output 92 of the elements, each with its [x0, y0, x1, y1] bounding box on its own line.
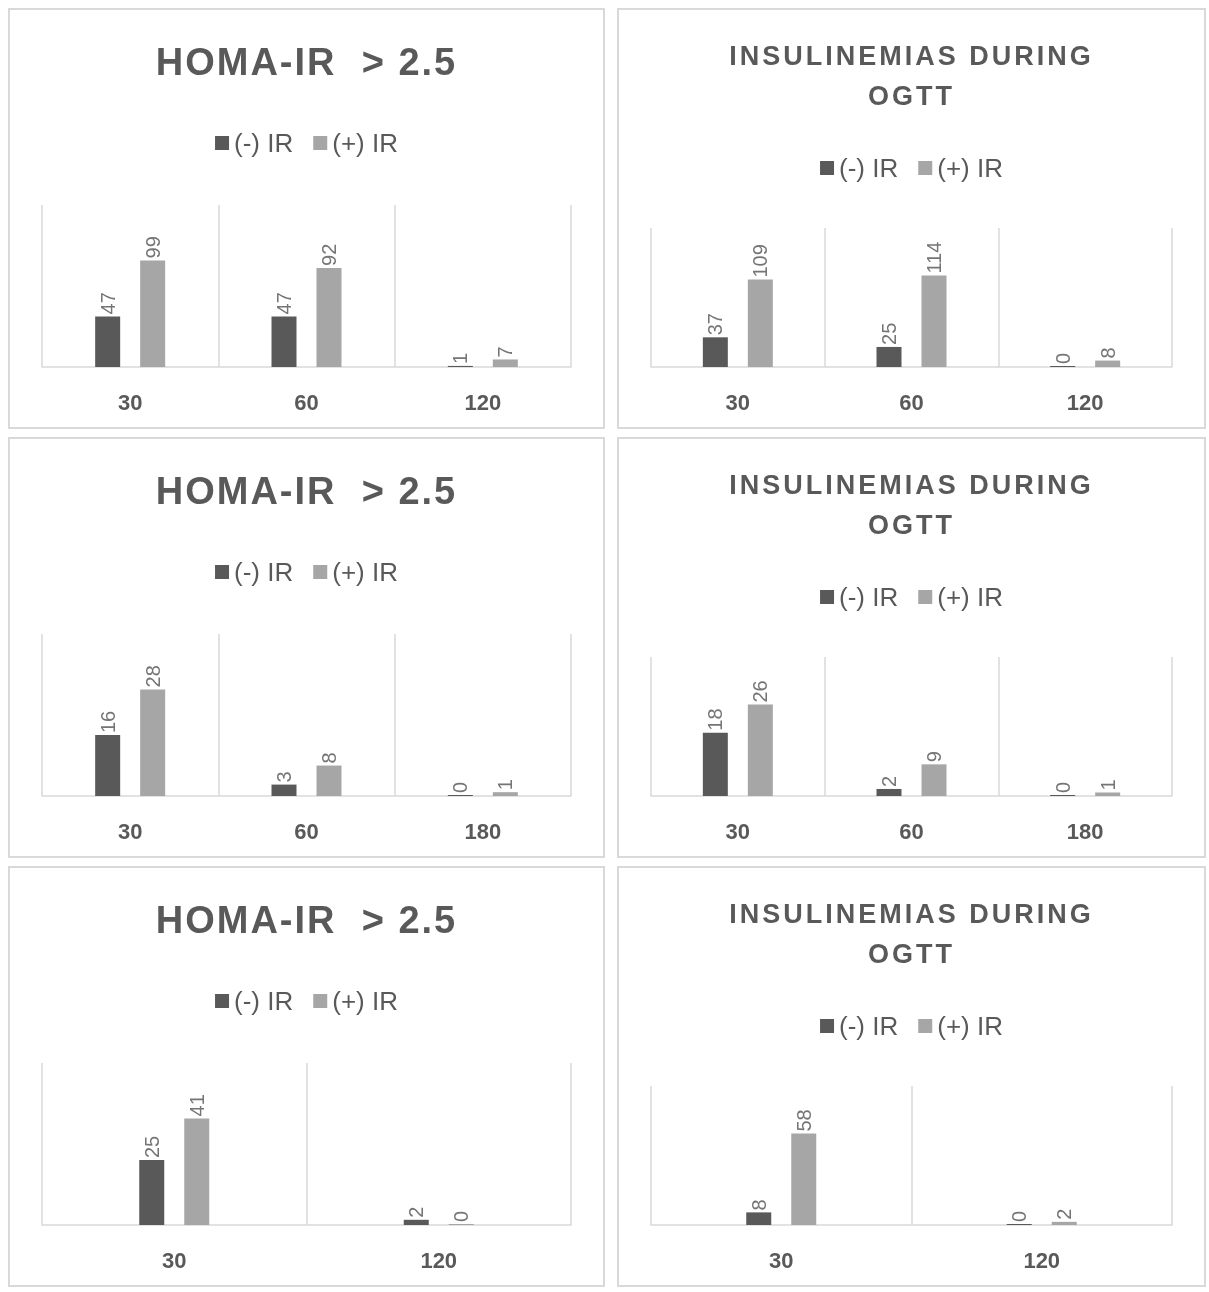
- data-label: 7: [494, 346, 517, 358]
- chart-title: INSULINEMIAS DURING OGTT: [728, 898, 1095, 971]
- data-label: 28: [141, 665, 164, 688]
- bar: [1095, 792, 1121, 796]
- bar: [140, 260, 166, 367]
- bar: [702, 337, 728, 367]
- chart-title: INSULINEMIAS DURING OGTT: [728, 469, 1095, 542]
- data-label: 47: [96, 292, 119, 315]
- data-label: 0: [1008, 1210, 1031, 1222]
- legend-label: (-) IR: [839, 153, 899, 183]
- bar: [271, 784, 297, 796]
- bar: [492, 792, 518, 796]
- x-tick-label: 120: [1066, 389, 1104, 415]
- legend-label: (+) IR: [332, 557, 398, 587]
- data-label: 58: [792, 1109, 815, 1132]
- x-tick-label: 60: [294, 818, 319, 844]
- x-tick-label: 120: [420, 1247, 458, 1273]
- legend-label: (+) IR: [332, 986, 398, 1016]
- legend-label: (-) IR: [234, 128, 294, 158]
- data-label: 26: [749, 680, 772, 703]
- bar: [921, 275, 947, 367]
- legend-label: (-) IR: [234, 557, 294, 587]
- bar: [140, 689, 166, 796]
- bar: [403, 1219, 429, 1225]
- bar: [316, 267, 342, 367]
- data-label: 1: [449, 352, 472, 364]
- chart-title: INSULINEMIAS DURING OGTT: [728, 40, 1095, 113]
- legend-label: (+) IR: [937, 1011, 1003, 1041]
- data-label: 25: [878, 322, 900, 345]
- data-label: 0: [1051, 781, 1074, 793]
- data-label: 8: [1096, 347, 1119, 359]
- data-label: 47: [273, 292, 295, 315]
- x-tick-label: 180: [464, 818, 502, 844]
- data-label: 41: [185, 1094, 208, 1117]
- data-label: 0: [449, 781, 472, 793]
- data-label: 92: [318, 243, 340, 266]
- data-label: 2: [1053, 1208, 1076, 1220]
- x-tick-label: 60: [294, 389, 319, 415]
- x-tick-label: 120: [1023, 1247, 1061, 1273]
- bar: [876, 346, 902, 367]
- bar: [747, 279, 773, 367]
- x-tick-label: 30: [725, 818, 751, 844]
- data-label: 9: [923, 751, 945, 763]
- bar: [271, 316, 297, 367]
- x-tick-label: 30: [117, 818, 143, 844]
- data-label: 25: [140, 1135, 163, 1159]
- x-tick-label: 180: [1066, 818, 1104, 844]
- bar: [95, 735, 121, 796]
- bar: [95, 316, 121, 367]
- chart-title: HOMA-IR > 2.5: [154, 898, 459, 942]
- data-label: 1: [494, 779, 517, 791]
- legend-label: (-) IR: [839, 582, 899, 612]
- data-label: 99: [141, 236, 164, 259]
- bar: [492, 359, 518, 367]
- data-label: 0: [450, 1210, 473, 1222]
- bar: [139, 1160, 165, 1225]
- x-tick-label: 60: [899, 389, 924, 415]
- bar: [316, 765, 342, 796]
- bar: [746, 1212, 772, 1225]
- bar: [702, 732, 728, 796]
- bar: [791, 1133, 817, 1225]
- data-label: 8: [747, 1199, 770, 1211]
- data-label: 2: [405, 1206, 428, 1218]
- bar: [1095, 360, 1121, 367]
- chart-title: HOMA-IR > 2.5: [154, 40, 459, 84]
- data-label: 1: [1096, 779, 1119, 791]
- legend-label: (+) IR: [332, 128, 398, 158]
- x-tick-label: 30: [117, 389, 143, 415]
- data-label: 0: [1051, 352, 1074, 364]
- data-label: 8: [318, 752, 340, 764]
- data-label: 18: [704, 708, 727, 731]
- data-label: 3: [273, 771, 295, 783]
- legend-label: (-) IR: [839, 1011, 899, 1041]
- bar: [184, 1118, 210, 1225]
- data-label: 2: [878, 775, 900, 787]
- bar: [1051, 1221, 1077, 1225]
- data-label: 16: [96, 710, 119, 734]
- data-label: 109: [749, 244, 772, 278]
- data-label: 37: [704, 313, 727, 336]
- bar: [921, 764, 947, 796]
- bar: [747, 704, 773, 796]
- x-tick-label: 60: [899, 818, 924, 844]
- legend-label: (+) IR: [937, 153, 1003, 183]
- x-tick-label: 30: [162, 1247, 187, 1273]
- chart-title: HOMA-IR > 2.5: [154, 469, 459, 513]
- legend-label: (+) IR: [937, 582, 1003, 612]
- bar: [876, 788, 902, 796]
- x-tick-label: 30: [769, 1247, 794, 1273]
- data-label: 114: [923, 241, 945, 274]
- x-tick-label: 120: [464, 389, 502, 415]
- x-tick-label: 30: [725, 389, 751, 415]
- legend-label: (-) IR: [234, 986, 294, 1016]
